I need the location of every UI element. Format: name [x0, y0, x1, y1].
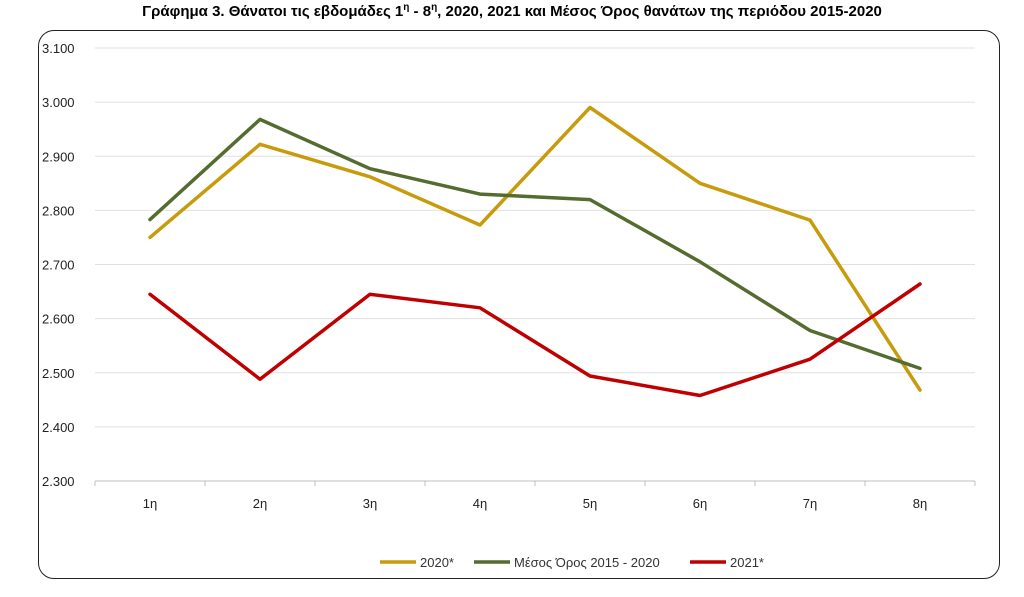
- x-tick-label: 2η: [253, 496, 267, 511]
- x-tick-label: 5η: [583, 496, 597, 511]
- chart-title: Γράφημα 3. Θάνατοι τις εβδομάδες 1η - 8η…: [142, 2, 882, 20]
- y-axis-ticks: 2.300 2.400 2.500 2.600 2.700 2.800 2.900 3.000…: [42, 41, 75, 489]
- x-tick-label: 6η: [693, 496, 707, 511]
- x-axis-ticks: 1η 2η 3η 4η 5η 6η 7η 8η: [94, 481, 976, 511]
- legend-label: 2021*: [730, 555, 764, 570]
- x-tick-label: 7η: [803, 496, 817, 511]
- x-tick-label: 3η: [363, 496, 377, 511]
- y-tick-label: 2.800: [42, 203, 75, 218]
- legend: 2020* Μέσος Όρος 2015 - 2020 2021*: [380, 555, 764, 570]
- y-tick-label: 2.500: [42, 366, 75, 381]
- y-tick-label: 2.700: [42, 258, 75, 273]
- legend-label: Μέσος Όρος 2015 - 2020: [514, 555, 660, 570]
- y-tick-label: 2.900: [42, 149, 75, 164]
- x-tick-label: 8η: [913, 496, 927, 511]
- gridlines: [95, 47, 975, 482]
- series-line-1: [148, 105, 922, 392]
- y-tick-label: 3.100: [42, 41, 75, 56]
- y-tick-label: 3.000: [42, 95, 75, 110]
- series-line-2: [148, 117, 922, 371]
- x-tick-label: 4η: [473, 496, 487, 511]
- y-tick-label: 2.400: [42, 420, 75, 435]
- series-line-3: [148, 282, 922, 398]
- x-tick-label: 1η: [143, 496, 157, 511]
- chart-frame: [38, 30, 1000, 579]
- y-tick-label: 2.300: [42, 474, 75, 489]
- legend-label: 2020*: [420, 555, 454, 570]
- y-tick-label: 2.600: [42, 312, 75, 327]
- series-lines: [148, 105, 922, 398]
